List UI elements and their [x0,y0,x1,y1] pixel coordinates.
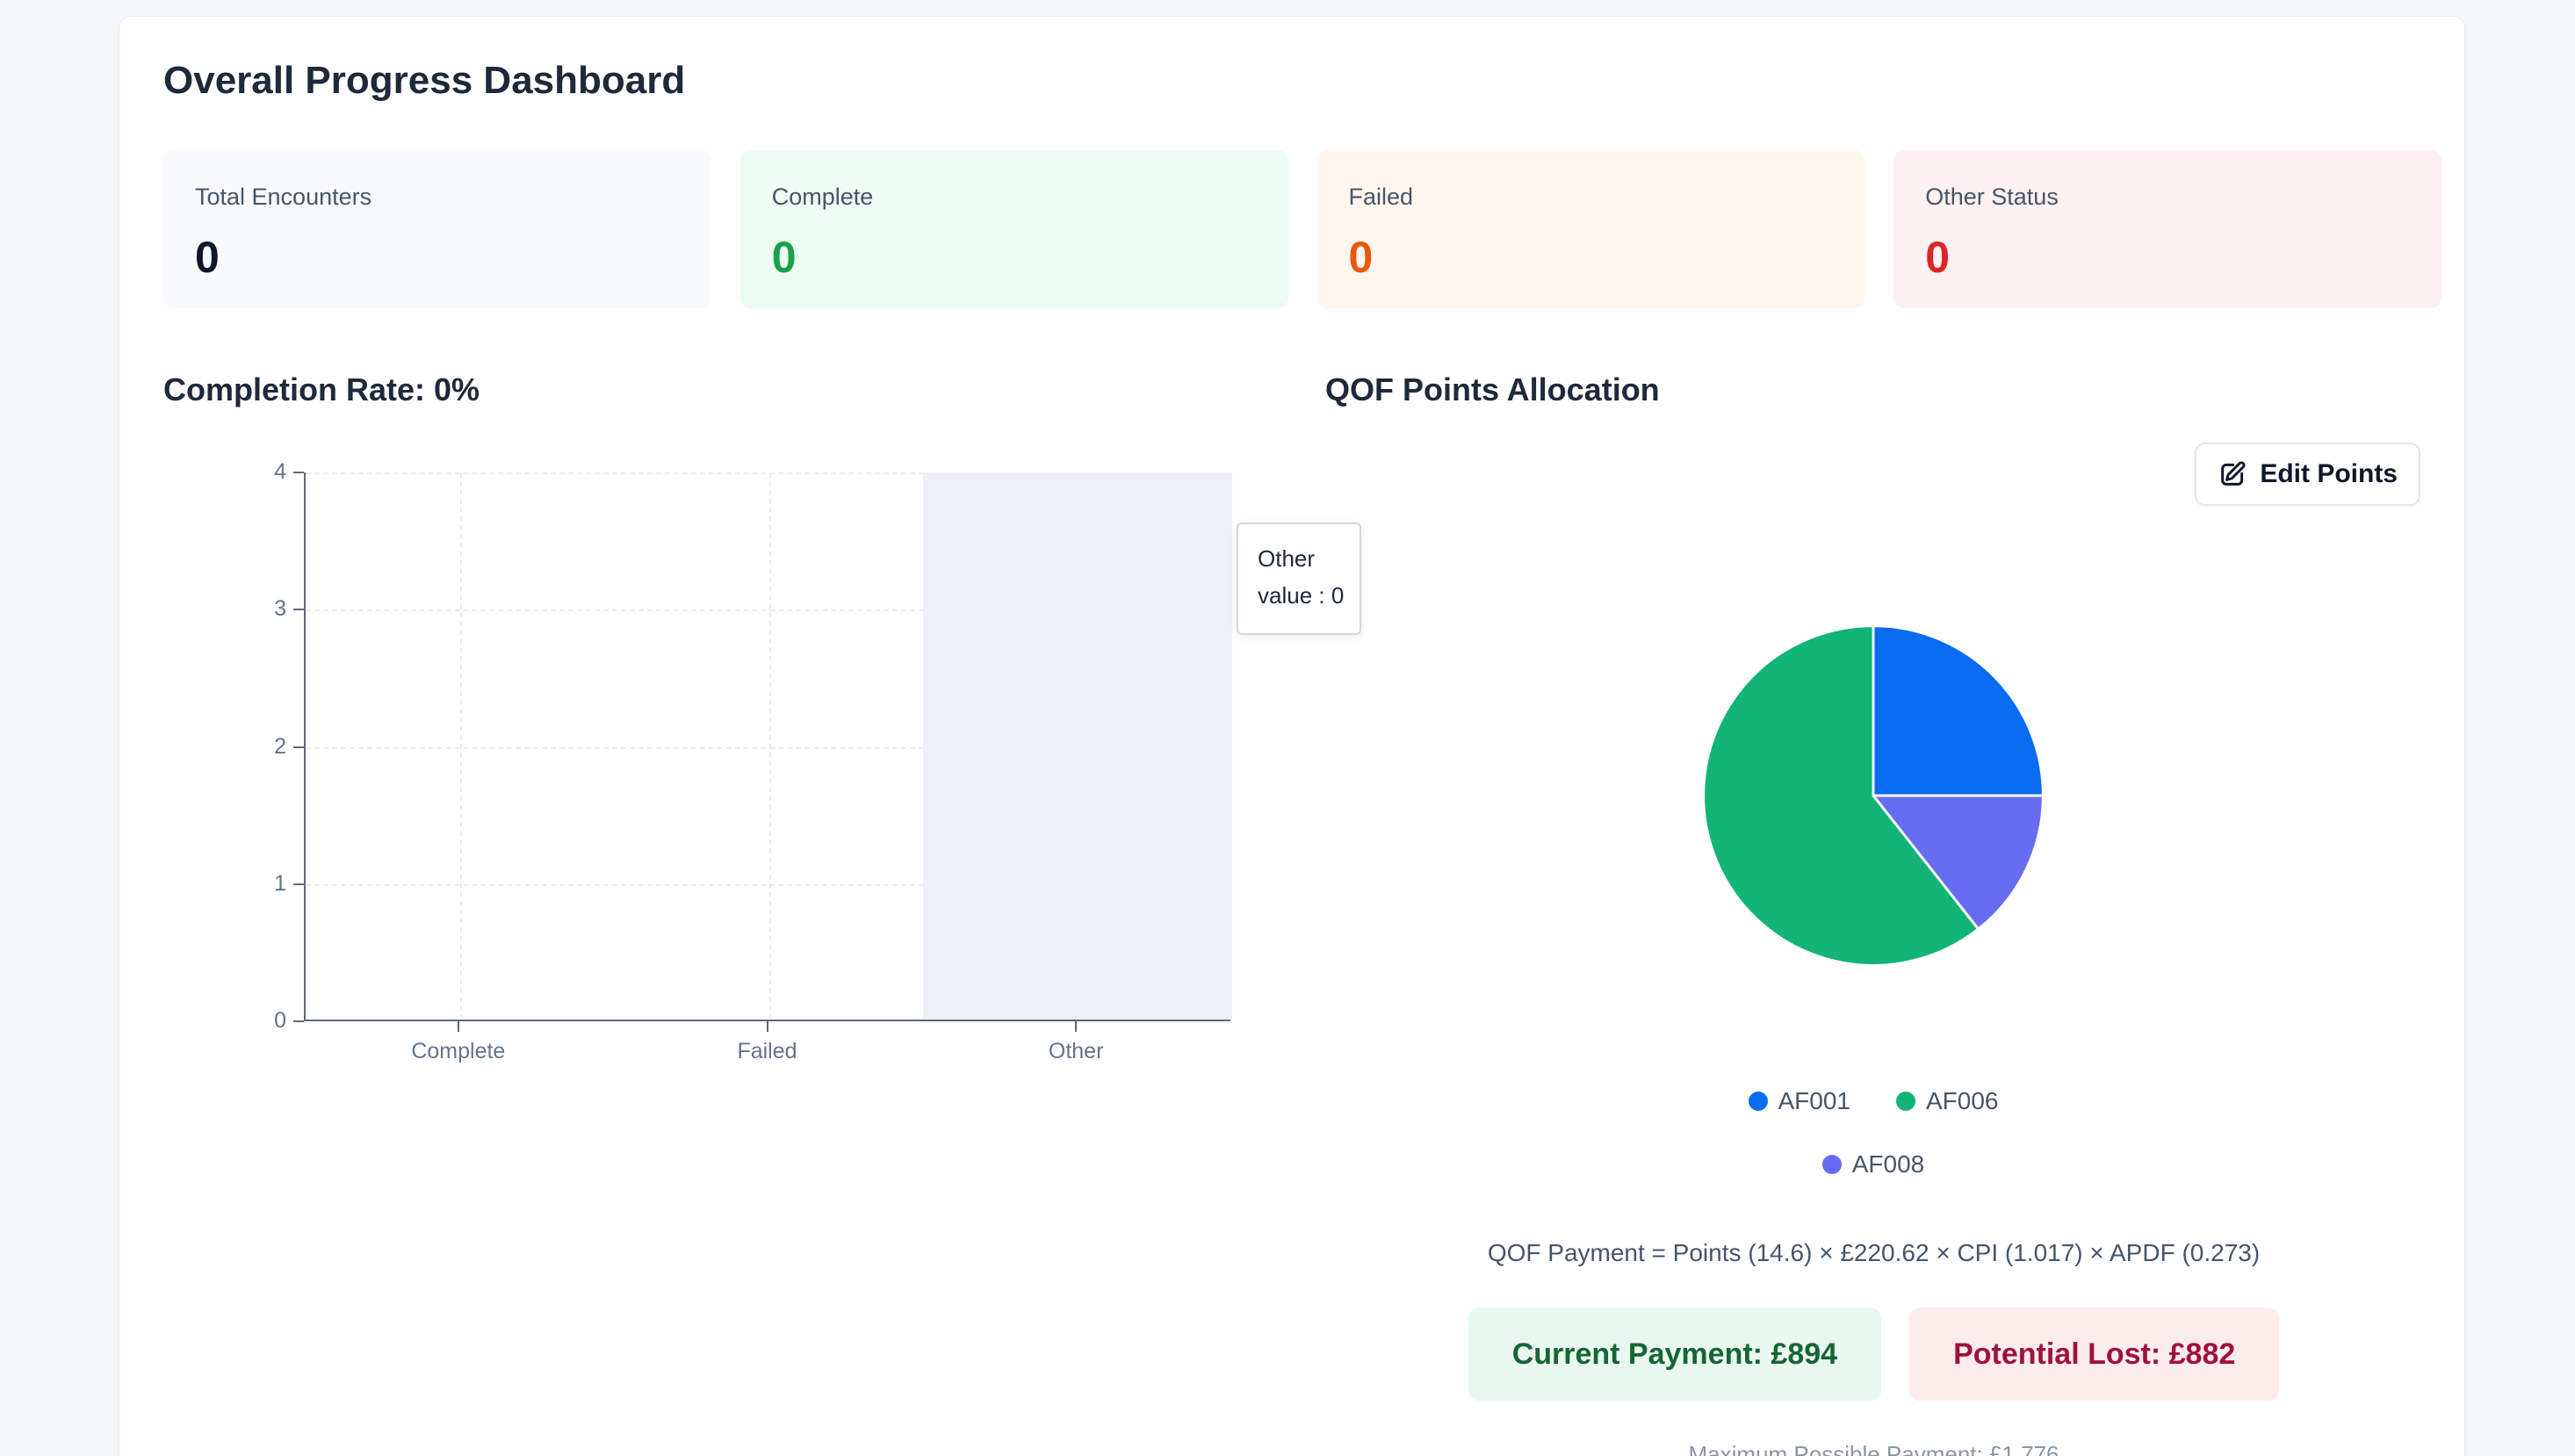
legend-dot-af001 [1748,1092,1768,1111]
x-axis-category-label: Other [1048,1039,1104,1063]
chart-tooltip: Other value : 0 [1237,523,1361,635]
stat-label: Complete [771,184,874,210]
max-payment-text: Maximum Possible Payment: £1,776 [1688,1441,2059,1456]
y-axis-tick-label: 1 [274,870,286,896]
legend-item-af001[interactable]: AF001 [1748,1086,1851,1116]
pie-slice-af008[interactable] [1872,794,2045,931]
page-title: Overall Progress Dashboard [163,59,686,102]
legend-dot-af008 [1821,1155,1842,1174]
edit-points-label: Edit Points [2260,459,2398,488]
x-axis-tick-mark [1075,1021,1078,1032]
y-axis-tick-label: 4 [274,459,286,484]
completion-bar-chart[interactable]: Other value : 0 0 1 2 3 4 Complete Failed Other [163,449,1361,1072]
gridline-vertical [768,472,771,1020]
gridline-horizontal [306,883,1230,886]
x-axis-category-label: Failed [737,1039,797,1063]
stats-row: Total Encounters 0 Complete 0 Failed 0 Other S… [163,150,2442,308]
hover-highlight-band [923,472,1232,1020]
stat-card-complete: Complete 0 [739,150,1288,308]
gridline-vertical [459,472,462,1020]
stat-label: Failed [1348,184,1414,210]
completion-rate-heading: Completion Rate: 0% [163,371,480,407]
x-axis-category-label: Complete [411,1039,506,1063]
potential-lost-badge: Potential Lost: £882 [1909,1308,2280,1401]
dashboard-card: Overall Progress Dashboard Total Encount… [119,16,2465,1456]
legend-item-af008[interactable]: AF008 [1821,1150,1925,1179]
gridline-horizontal [306,609,1230,612]
y-axis-tick-label: 0 [274,1008,286,1033]
legend-label: AF006 [1926,1087,1999,1114]
legend-dot-af006 [1896,1092,1915,1111]
y-axis-tick-label: 3 [274,596,286,622]
y-axis-tick-label: 2 [274,733,286,759]
y-axis-tick-mark [293,883,304,885]
stat-label: Total Encounters [195,184,372,210]
x-axis-tick-mark [766,1021,768,1032]
pie-slice-af006[interactable] [1702,624,1980,967]
x-axis-tick-mark [457,1021,459,1032]
y-axis-tick-mark [293,609,304,611]
edit-points-button[interactable]: Edit Points [2195,443,2420,506]
y-axis-tick-mark [293,746,304,748]
stat-label: Other Status [1925,184,2059,210]
stat-value: 0 [1925,233,1951,282]
stat-value: 0 [195,233,220,282]
legend-label: AF001 [1778,1087,1851,1114]
qof-heading: QOF Points Allocation [1325,371,1660,407]
pie-legend: AF001 AF006 AF008 [1728,1086,2018,1179]
qof-pie-chart[interactable] [1695,617,2052,974]
stat-card-failed: Failed 0 [1316,150,1865,308]
stat-value: 0 [771,233,797,282]
current-payment-badge: Current Payment: £894 [1468,1308,1882,1401]
y-axis-tick-mark [293,1020,304,1022]
legend-item-af006[interactable]: AF006 [1896,1086,1999,1116]
payment-row: Current Payment: £894 Potential Lost: £8… [1325,1308,2422,1401]
stat-card-total-encounters: Total Encounters 0 [163,150,711,308]
pie-slice-af001[interactable] [1872,624,2045,797]
qof-formula: QOF Payment = Points (14.6) × £220.62 × … [1487,1239,2261,1266]
stat-value: 0 [1348,233,1374,282]
tooltip-value: value : 0 [1258,582,1345,609]
edit-pencil-square-icon [2221,461,2246,486]
legend-label: AF008 [1851,1150,1925,1178]
bar-chart-plot-area[interactable]: Other value : 0 [304,472,1361,1021]
gridline-horizontal [306,746,1230,749]
tooltip-category: Other [1258,545,1316,572]
stat-card-other-status: Other Status 0 [1893,150,2442,308]
gridline-horizontal [306,472,1230,474]
y-axis-tick-mark [293,472,304,473]
